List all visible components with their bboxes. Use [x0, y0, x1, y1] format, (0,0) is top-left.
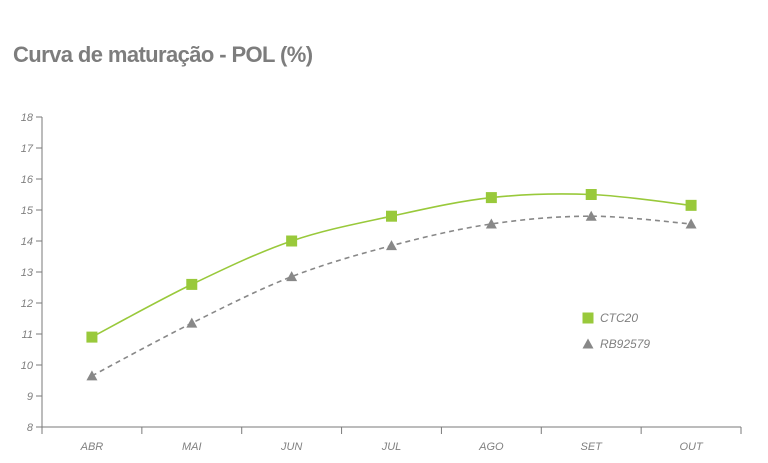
axes: 8 9 10 11 12 13 14 15 16 17 18 ABR MAI JUN JUL AGO SET OU… — [21, 112, 742, 453]
y-tick-label: 8 — [27, 422, 34, 434]
x-tick-label: AGO — [478, 441, 504, 453]
x-tick-label: MAI — [182, 441, 202, 453]
data-point — [386, 210, 397, 222]
legend-item: CTC20 — [582, 311, 638, 325]
y-tick-label: 11 — [22, 329, 33, 341]
data-point — [186, 278, 198, 290]
y-tick-label: 15 — [21, 205, 34, 217]
legend-marker — [582, 338, 594, 349]
data-point — [286, 235, 298, 247]
data-point — [585, 189, 597, 200]
data-point — [86, 331, 98, 343]
y-tick-label: 10 — [21, 360, 34, 372]
data-point — [685, 218, 697, 229]
legend: CTC20 RB92579 — [582, 311, 650, 351]
legend-marker — [582, 312, 594, 324]
y-tick-label: 18 — [21, 112, 34, 124]
data-point — [485, 218, 497, 229]
data-point — [186, 317, 198, 328]
y-tick-label: 14 — [21, 236, 33, 248]
data-point — [86, 370, 98, 381]
x-tick-label: ABR — [80, 441, 104, 453]
x-tick-label: JUL — [381, 441, 402, 453]
series-line — [91, 215, 692, 377]
x-tick-label: JUN — [280, 441, 302, 453]
y-tick-label: 13 — [21, 267, 34, 279]
series-layer — [86, 189, 697, 381]
y-tick-label: 12 — [21, 298, 33, 310]
x-tick-label: OUT — [679, 441, 704, 453]
chart-title: Curva de maturação - POL (%) — [13, 42, 313, 67]
data-point — [286, 271, 298, 282]
data-point — [485, 192, 497, 204]
series-ctc20 — [86, 189, 697, 343]
x-tick-label: SET — [581, 441, 604, 453]
data-point — [585, 210, 597, 221]
data-point — [685, 199, 697, 211]
legend-label: RB92579 — [600, 337, 650, 351]
legend-item: RB92579 — [582, 337, 650, 351]
series-rb92579 — [86, 210, 697, 381]
y-tick-label: 9 — [27, 391, 33, 403]
y-tick-label: 16 — [21, 174, 34, 186]
y-tick-label: 17 — [21, 143, 34, 155]
data-point — [386, 240, 397, 251]
legend-label: CTC20 — [600, 311, 638, 325]
